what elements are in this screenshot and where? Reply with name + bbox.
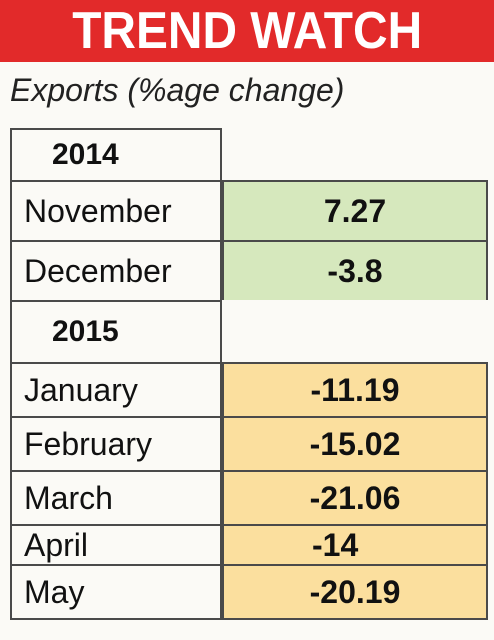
month-label-april: April [10,524,222,566]
value-cell-march: -21.06 [222,470,488,526]
value-november: 7.27 [323,192,387,229]
month-label-may: May [10,564,222,620]
value-april: -14 [312,526,359,563]
value-march: -21.06 [309,479,401,516]
value-cell-january: -11.19 [222,362,488,418]
month-label-march: March [10,470,222,526]
value-january: -11.19 [310,371,400,408]
subtitle: Exports (%age change) [10,72,345,108]
exports-table: 2014 November 7.27 December -3.8 2015 Ja… [10,128,488,623]
value-cell-february: -15.02 [222,416,488,472]
month-label-january: January [10,362,222,418]
value-cell-november: 7.27 [222,180,488,242]
banner: TREND WATCH [0,0,494,62]
year-2015-blank [222,300,488,364]
value-cell-december: -3.8 [222,240,488,302]
month-label-november: November [10,180,222,242]
month-label-december: December [10,240,222,302]
year-2014-label: 2014 [10,128,222,182]
value-december: -3.8 [327,252,383,289]
value-cell-april: -14 [222,524,488,566]
year-2014-blank [222,128,488,182]
month-label-february: February [10,416,222,472]
value-february: -15.02 [309,425,401,462]
value-may: -20.19 [309,573,401,610]
year-2015-label: 2015 [10,300,222,364]
banner-title: TREND WATCH [72,2,422,60]
value-cell-may: -20.19 [222,564,488,620]
